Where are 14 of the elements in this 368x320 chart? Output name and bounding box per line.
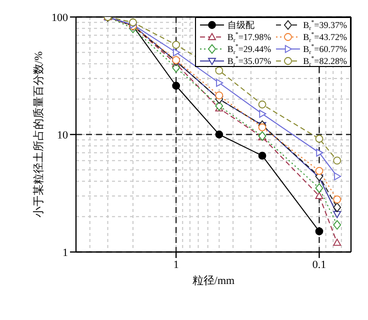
x-tick-label: 0.1 (312, 258, 326, 271)
legend-label: B$_{r}$$^{*}$=82.28% (303, 55, 347, 68)
legend-label: B$_{r}$$^{*}$=60.77% (303, 43, 347, 56)
legend-label: B$_{r}$$^{*}$=17.98% (227, 31, 272, 44)
legend-label: B$_{r}$$^{*}$=29.44% (227, 43, 272, 56)
legend-label: 自级配 (227, 19, 254, 31)
y-tick-label: 100 (52, 12, 68, 24)
y-tick-label: 1 (62, 246, 68, 259)
legend-label: B$_{r}$$^{*}$=39.37% (303, 19, 347, 32)
y-axis-title: 小于某粒径土所占的质量百分数/% (32, 51, 45, 218)
x-axis-title: 粒径/mm (192, 275, 236, 287)
legend-label: B$_{r}$$^{*}$=35.07% (227, 55, 272, 68)
y-tick-label: 10 (57, 129, 68, 142)
legend-label: B$_{r}$$^{*}$=43.72% (303, 31, 347, 44)
